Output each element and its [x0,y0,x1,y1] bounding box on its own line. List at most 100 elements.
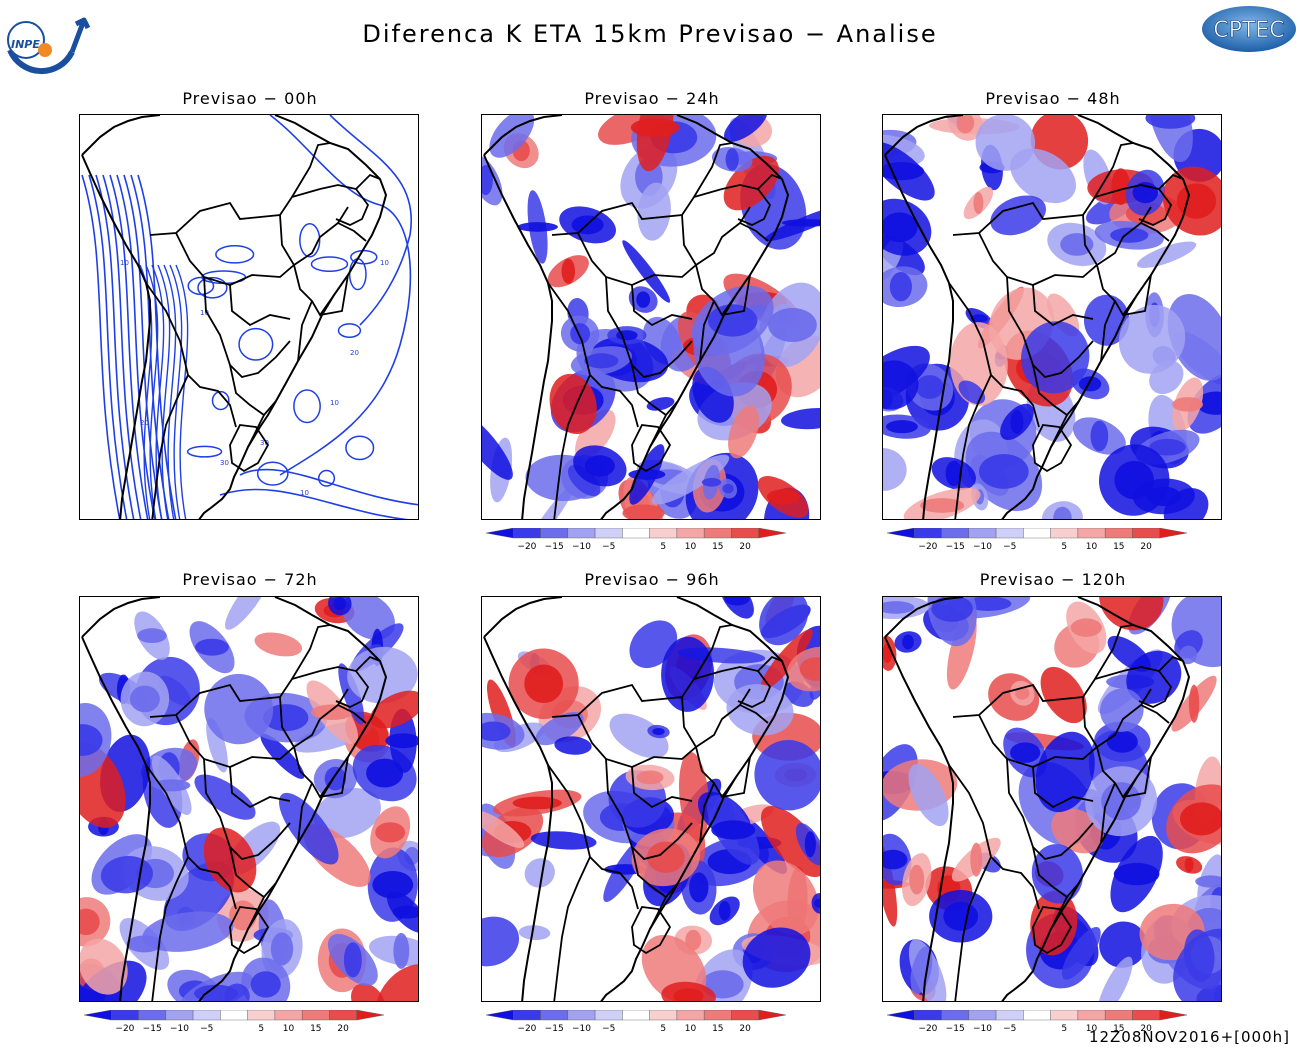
colorbar-swatch [1159,528,1187,539]
colorbar-swatch [594,528,623,539]
colorbar-swatch [941,528,970,539]
colorbar-tick-label: −15 [544,1024,564,1034]
map-field [883,597,1221,1001]
colorbar-swatch [1104,1010,1133,1021]
map-field [482,115,820,519]
colorbar-tick-label: 20 [337,1024,349,1034]
colorbar-swatch [995,1010,1024,1021]
colorbar-tick-label: −20 [918,542,938,552]
colorbar-swatch [941,1010,970,1021]
colorbar-swatch [1132,528,1160,539]
colorbar-swatch [676,528,705,539]
colorbar-tick-label: 5 [258,1024,265,1034]
colorbar-swatch [887,1010,915,1021]
colorbar-tick-label: −20 [918,1024,938,1034]
colorbar-tick-label: 10 [684,542,697,552]
colorbar-tick-label: 20 [1140,1024,1152,1034]
colorbar-tick-label: 10 [684,1024,697,1034]
colorbar-swatches [486,528,786,539]
colorbar-24h: −20 −15 −10 −5 5 10 15 20 [486,528,786,558]
colorbar-tick-label: −20 [517,1024,537,1034]
colorbar-swatch [329,1010,357,1021]
contour-label: 10 [200,309,209,317]
colorbar-swatch [540,528,569,539]
colorbar-swatch [247,1010,276,1021]
colorbar-swatch [567,528,596,539]
map-panel-48h [882,114,1222,520]
colorbar-swatch [1050,1010,1079,1021]
colorbar-tick-label: −10 [972,1024,992,1034]
colorbar-swatch [301,1010,330,1021]
colorbar-tick-label: 10 [1085,1024,1098,1034]
panel-title-72h: Previsao − 72h [182,570,318,589]
colorbar-swatch [649,528,678,539]
colorbar-swatch [676,1010,705,1021]
colorbar-swatch [758,1010,786,1021]
colorbar-tick-label: −5 [602,1024,616,1034]
colorbar-swatch [731,528,759,539]
colorbar-swatch [486,528,514,539]
colorbar-tick-label: 5 [1061,1024,1068,1034]
colorbar-swatch [968,1010,997,1021]
cptec-logo-text: CPTEC [1213,18,1284,43]
colorbar-tick-label: −20 [517,542,537,552]
colorbar-swatch [703,1010,732,1021]
contour-label: 10 [330,399,339,407]
inpe-logo: INPE [2,2,94,80]
contour-label: 30 [220,459,229,467]
colorbar-tick-label: −15 [945,542,965,552]
colorbar-swatch [274,1010,303,1021]
colorbar-48h: −20 −15 −10 −5 5 10 15 20 [887,528,1187,558]
colorbar-swatch [84,1010,112,1021]
colorbar-tick-label: −5 [1003,542,1017,552]
contour-label: 20 [350,349,359,357]
map-panel-72h [79,596,419,1002]
colorbar-tick-label: −15 [945,1024,965,1034]
colorbar-swatches [486,1010,786,1021]
panel-title-24h: Previsao − 24h [584,89,720,108]
colorbar-72h: −20 −15 −10 −5 5 10 15 20 [84,1010,384,1040]
colorbar-swatch [220,1010,248,1021]
colorbar-tick-label: −10 [571,1024,591,1034]
colorbar-swatch [968,528,997,539]
colorbar-120h: −20 −15 −10 −5 5 10 15 20 [887,1010,1187,1040]
colorbar-swatch [540,1010,569,1021]
colorbar-swatch [1077,1010,1106,1021]
colorbar-tick-label: 10 [282,1024,295,1034]
colorbar-swatch [486,1010,514,1021]
colorbar-swatch [758,528,786,539]
colorbar-swatch [1077,528,1106,539]
colorbar-swatch [567,1010,596,1021]
contour-label: 10 [300,489,309,497]
colorbar-swatch [513,1010,541,1021]
colorbar-tick-label: −5 [200,1024,214,1034]
colorbar-tick-label: −5 [1003,1024,1017,1034]
colorbar-swatch [703,528,732,539]
contour-label: 30 [260,439,269,447]
map-field [883,115,1221,519]
colorbar-swatch [1023,528,1051,539]
contour-label: 20 [140,419,149,427]
colorbar-tick-label: −15 [142,1024,162,1034]
colorbar-tick-label: 10 [1085,542,1098,552]
contour-label: 10 [120,259,129,267]
colorbar-tick-label: 15 [712,542,724,552]
panel-title-48h: Previsao − 48h [985,89,1121,108]
colorbar-swatch [594,1010,623,1021]
map-field [80,597,418,1001]
colorbar-swatch [1159,1010,1187,1021]
colorbar-swatch [1050,528,1079,539]
colorbar-tick-label: 15 [310,1024,322,1034]
colorbar-tick-label: −15 [544,542,564,552]
map-field [482,597,820,1001]
colorbar-swatch [622,1010,650,1021]
colorbar-tick-label: −20 [115,1024,135,1034]
colorbar-tick-label: 5 [660,1024,667,1034]
colorbar-tick-label: 15 [1113,1024,1125,1034]
colorbar-swatch [731,1010,759,1021]
colorbar-tick-label: 20 [739,1024,751,1034]
panel-title-120h: Previsao − 120h [979,570,1127,589]
colorbar-swatch [1023,1010,1051,1021]
inpe-logo-text: INPE [11,38,40,51]
colorbar-tick-label: −10 [169,1024,189,1034]
